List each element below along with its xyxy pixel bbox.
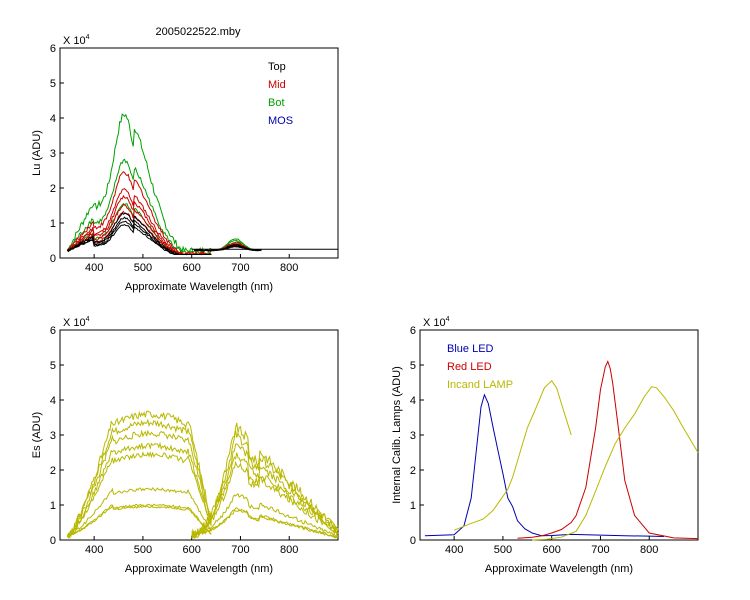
lu-xtick-label: 600 <box>183 262 201 274</box>
es-series-line-red <box>191 430 339 539</box>
es-series-line <box>66 410 212 538</box>
cal-ytick-label: 4 <box>410 395 416 407</box>
lu-ytick-label: 0 <box>50 253 56 265</box>
es-y-exponent-base: X 10 <box>63 317 86 329</box>
es-ytick-label: 2 <box>50 465 56 477</box>
lu-ytick-label: 5 <box>50 78 56 90</box>
lu-plot-area <box>59 47 339 259</box>
cal-ytick-label: 5 <box>410 360 416 372</box>
cal-ytick-label: 6 <box>410 325 416 337</box>
lu-series-line <box>66 188 212 255</box>
cal-ytick-label: 1 <box>410 500 416 512</box>
cal-xtick-label: 700 <box>591 544 609 556</box>
es-series-line-red <box>191 452 339 537</box>
lu-legend-entry: Top <box>268 61 286 73</box>
lu-ytick-label: 2 <box>50 183 56 195</box>
figure-title: 2005022522.mby <box>155 26 241 38</box>
cal-xtick-label: 400 <box>445 544 463 556</box>
cal-ytick-label: 3 <box>410 430 416 442</box>
cal-xtick-label: 600 <box>543 544 561 556</box>
es-xtick-label: 500 <box>134 544 152 556</box>
cal-panel: Internal Calib. Lamps (ADU) Approximate … <box>391 316 699 575</box>
es-lines <box>66 410 339 541</box>
lu-ytick-label: 6 <box>50 43 56 55</box>
cal-ytick-label: 2 <box>410 465 416 477</box>
cal-ticks: 400 500 600 700 800 0 1 2 3 4 5 6 <box>410 325 659 556</box>
cal-ylabel: Internal Calib. Lamps (ADU) <box>391 366 403 504</box>
cal-legend-entry: Incand LAMP <box>447 379 513 391</box>
es-series-line-red <box>191 493 339 539</box>
lu-xtick-label: 400 <box>85 262 103 274</box>
lu-legend-entry: MOS <box>268 115 293 127</box>
es-ylabel: Es (ADU) <box>31 412 43 458</box>
lu-y-exponent-base: X 10 <box>63 35 86 47</box>
lu-xtick-label: 800 <box>280 262 298 274</box>
cal-series-line <box>453 380 572 531</box>
cal-y-exponent: X 104 <box>423 316 450 329</box>
lu-series-line <box>67 210 212 255</box>
lu-ylabel: Lu (ADU) <box>31 130 43 176</box>
es-ytick-label: 5 <box>50 360 56 372</box>
lu-xtick-label: 500 <box>134 262 152 274</box>
cal-xtick-label: 500 <box>494 544 512 556</box>
cal-legend-entry: Red LED <box>447 361 492 373</box>
lu-ytick-label: 3 <box>50 148 56 160</box>
es-series-line-red <box>191 460 339 539</box>
es-plot-area <box>59 329 339 541</box>
es-ytick-label: 3 <box>50 430 56 442</box>
es-xtick-label: 700 <box>231 544 249 556</box>
es-series-line <box>67 418 212 539</box>
lu-legend: Top Mid Bot MOS <box>268 61 293 127</box>
cal-xlabel: Approximate Wavelength (nm) <box>485 563 633 575</box>
lu-lines <box>66 113 338 256</box>
es-series-line <box>66 451 212 537</box>
lu-ytick-label: 4 <box>50 113 56 125</box>
cal-series-line <box>424 393 664 537</box>
es-series-line <box>67 505 212 537</box>
es-xtick-label: 400 <box>85 544 103 556</box>
lu-xtick-label: 700 <box>231 262 249 274</box>
cal-series-line <box>532 386 699 541</box>
lu-legend-entry: Bot <box>268 97 285 109</box>
lu-ytick-label: 1 <box>50 218 56 230</box>
es-series-line-red <box>191 443 339 539</box>
es-ytick-label: 6 <box>50 325 56 337</box>
lu-panel: Lu (ADU) Approximate Wavelength (nm) X 1… <box>31 34 339 293</box>
cal-y-exponent-power: 4 <box>446 316 450 323</box>
es-panel: Es (ADU) Approximate Wavelength (nm) X 1… <box>31 316 339 575</box>
lu-xlabel: Approximate Wavelength (nm) <box>125 281 273 293</box>
es-ytick-label: 1 <box>50 500 56 512</box>
lu-y-exponent: X 104 <box>63 34 90 47</box>
es-ticks: 400 500 600 700 800 0 1 2 3 4 5 6 <box>50 325 299 556</box>
es-xlabel: Approximate Wavelength (nm) <box>125 563 273 575</box>
es-series-line-red <box>191 509 339 539</box>
es-xtick-label: 600 <box>183 544 201 556</box>
lu-series-tail <box>194 245 262 252</box>
cal-legend: Blue LED Red LED Incand LAMP <box>447 343 513 391</box>
cal-lines <box>424 360 699 541</box>
cal-series-line <box>517 360 699 540</box>
es-series-line <box>67 487 212 538</box>
es-series-line <box>67 503 212 537</box>
es-xtick-label: 800 <box>280 544 298 556</box>
lu-legend-entry: Mid <box>268 79 286 91</box>
lu-ticks: 400 500 600 700 800 0 1 2 3 4 5 6 <box>50 43 299 274</box>
cal-y-exponent-base: X 10 <box>423 317 446 329</box>
es-ytick-label: 4 <box>50 395 56 407</box>
cal-legend-entry: Blue LED <box>447 343 494 355</box>
es-series-line <box>67 429 212 538</box>
lu-y-exponent-power: 4 <box>86 34 90 41</box>
lu-series-line <box>67 224 212 255</box>
lu-series-line <box>66 113 212 255</box>
cal-xtick-label: 800 <box>640 544 658 556</box>
es-ytick-label: 0 <box>50 535 56 547</box>
cal-ytick-label: 0 <box>410 535 416 547</box>
es-y-exponent: X 104 <box>63 316 90 329</box>
es-y-exponent-power: 4 <box>86 316 90 323</box>
